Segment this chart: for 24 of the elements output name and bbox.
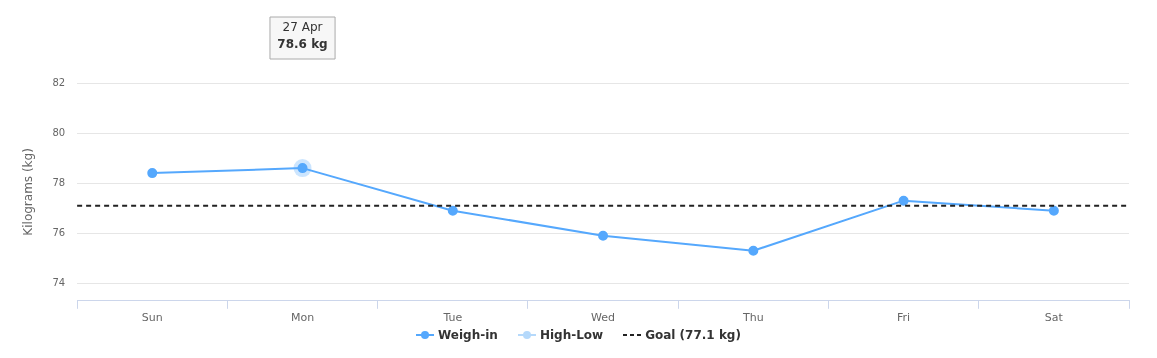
x-tick-label: Thu bbox=[741, 311, 764, 325]
point bbox=[748, 245, 759, 256]
point bbox=[147, 168, 158, 179]
legend-label: Goal (77.1 kg) bbox=[645, 328, 741, 342]
y-tick-label: 78 bbox=[52, 176, 66, 188]
legend-label: High-Low bbox=[539, 328, 604, 342]
y-tick-label: 82 bbox=[52, 76, 66, 88]
x-tick-label: Wed bbox=[591, 311, 616, 325]
legend-label: Weigh-in bbox=[438, 328, 498, 342]
x-tick-label: Fri bbox=[897, 311, 911, 325]
text: 78.6 kg bbox=[277, 37, 328, 52]
y-tick-label: 74 bbox=[52, 276, 66, 288]
y-tick-label: 76 bbox=[52, 226, 66, 238]
x-tick-label: Mon bbox=[290, 311, 315, 325]
point bbox=[447, 205, 458, 216]
text: 27 Apr bbox=[282, 20, 323, 35]
y-axis-title: Kilograms (kg) bbox=[21, 148, 36, 236]
x-tick-label: Sun bbox=[141, 311, 163, 325]
point bbox=[898, 195, 909, 206]
point bbox=[1048, 205, 1059, 216]
x-tick-label: Tue bbox=[442, 311, 463, 325]
y-tick-label: 80 bbox=[52, 126, 66, 138]
x-tick-label: Sat bbox=[1044, 311, 1064, 325]
point bbox=[598, 230, 609, 241]
